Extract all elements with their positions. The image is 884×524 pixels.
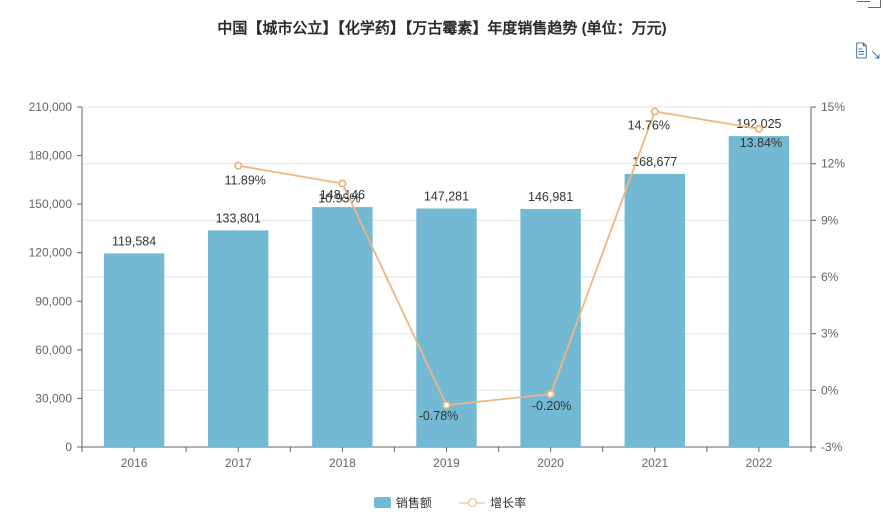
- svg-text:14.76%: 14.76%: [628, 119, 670, 133]
- svg-text:15%: 15%: [821, 100, 845, 114]
- svg-text:6%: 6%: [821, 270, 839, 284]
- svg-text:2018: 2018: [329, 456, 356, 470]
- svg-text:2019: 2019: [433, 456, 460, 470]
- svg-text:-0.20%: -0.20%: [532, 399, 572, 413]
- svg-text:210,000: 210,000: [29, 100, 73, 114]
- svg-text:2021: 2021: [641, 456, 668, 470]
- svg-text:180,000: 180,000: [29, 149, 73, 163]
- svg-text:13.84%: 13.84%: [740, 136, 782, 150]
- svg-text:11.89%: 11.89%: [224, 174, 265, 188]
- svg-text:2020: 2020: [537, 456, 564, 470]
- svg-text:9%: 9%: [821, 213, 839, 227]
- svg-text:133,801: 133,801: [216, 211, 261, 225]
- svg-text:0: 0: [65, 440, 72, 454]
- svg-text:12%: 12%: [821, 157, 845, 171]
- svg-text:2017: 2017: [225, 456, 252, 470]
- svg-text:30,000: 30,000: [35, 391, 72, 405]
- svg-text:2016: 2016: [121, 456, 148, 470]
- svg-text:10.95%: 10.95%: [318, 192, 360, 206]
- svg-text:0%: 0%: [821, 383, 839, 397]
- svg-text:2022: 2022: [746, 456, 773, 470]
- svg-text:119,584: 119,584: [112, 234, 156, 248]
- svg-text:3%: 3%: [821, 327, 839, 341]
- svg-text:60,000: 60,000: [35, 343, 72, 357]
- svg-text:168,677: 168,677: [632, 155, 677, 169]
- svg-text:120,000: 120,000: [29, 246, 73, 260]
- svg-text:147,281: 147,281: [424, 190, 469, 204]
- svg-text:-0.78%: -0.78%: [419, 409, 459, 423]
- svg-text:146,981: 146,981: [528, 190, 573, 204]
- svg-text:150,000: 150,000: [29, 197, 73, 211]
- svg-text:90,000: 90,000: [35, 294, 72, 308]
- svg-text:-3%: -3%: [821, 440, 843, 454]
